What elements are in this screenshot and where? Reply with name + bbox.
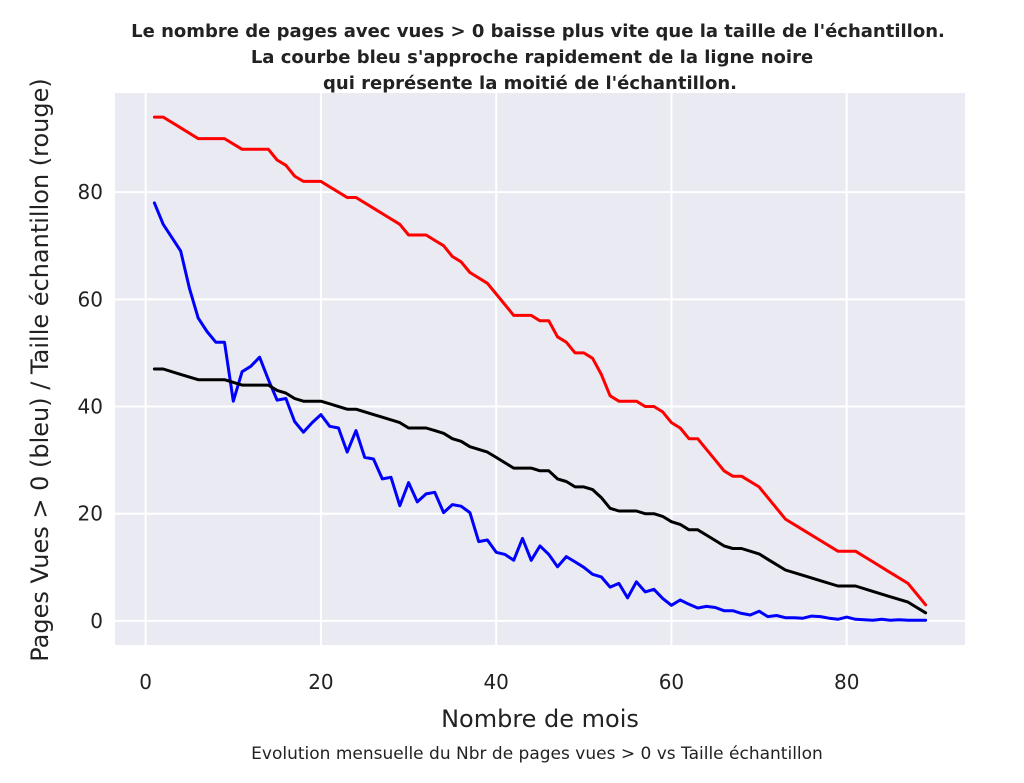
x-tick-label: 40 xyxy=(483,670,508,694)
y-tick-label: 80 xyxy=(78,180,103,204)
plot-area xyxy=(115,93,965,645)
grid-lines xyxy=(115,93,965,645)
title-line-3: qui représente la moitié de l'échantillo… xyxy=(323,73,737,94)
y-tick-label: 60 xyxy=(78,287,103,311)
chart-title: Le nombre de pages avec vues > 0 baisse … xyxy=(131,21,945,94)
y-tick-labels: 0 20 40 60 80 xyxy=(78,180,103,633)
title-line-1: Le nombre de pages avec vues > 0 baisse … xyxy=(131,21,945,42)
x-tick-labels: 0 20 40 60 80 xyxy=(139,670,859,694)
x-tick-label: 60 xyxy=(659,670,684,694)
series-line-3 xyxy=(152,367,928,615)
x-tick-label: 80 xyxy=(834,670,859,694)
x-tick-label: 20 xyxy=(308,670,333,694)
series-line-1 xyxy=(152,115,928,607)
chart-caption: Evolution mensuelle du Nbr de pages vues… xyxy=(251,744,823,764)
x-axis-label: Nombre de mois xyxy=(441,705,639,733)
series-lines xyxy=(152,115,928,622)
y-axis-label: Pages Vues > 0 (bleu) / Taille échantill… xyxy=(26,78,54,662)
x-tick-label: 0 xyxy=(139,670,152,694)
y-tick-label: 20 xyxy=(78,502,103,526)
title-line-2: La courbe bleu s'approche rapidement de … xyxy=(251,47,813,68)
y-tick-label: 0 xyxy=(90,609,103,633)
series-line-2 xyxy=(152,201,928,622)
y-tick-label: 40 xyxy=(78,395,103,419)
